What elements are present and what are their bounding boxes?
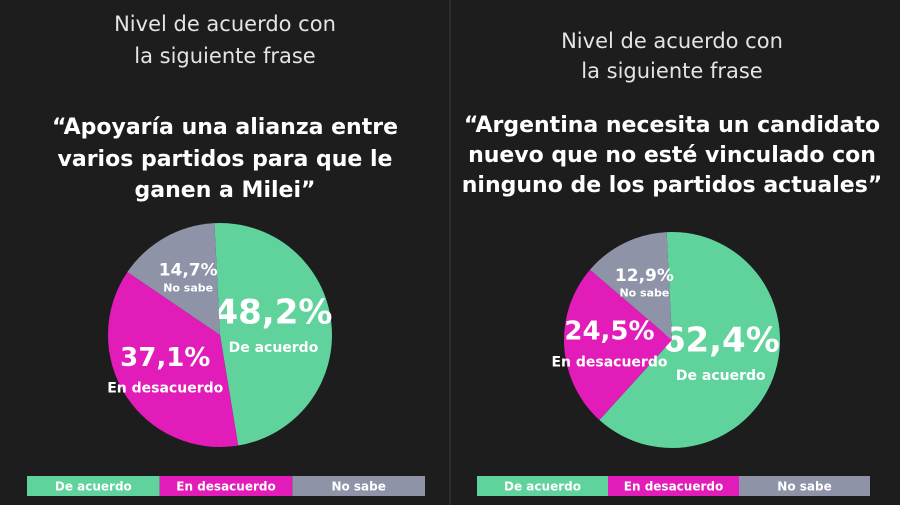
slice-label: De acuerdo [676, 368, 766, 384]
chart-title: Nivel de acuerdo con [561, 29, 783, 53]
chart-subtitle: ganen a Milei” [135, 178, 316, 203]
chart-title: la siguiente frase [581, 59, 762, 83]
pie-slice [214, 222, 333, 446]
chart-subtitle: nuevo que no esté vinculado con [468, 143, 876, 168]
value-label: 62,4% [662, 321, 780, 361]
chart-subtitle: ninguno de los partidos actuales” [462, 173, 883, 198]
legend-label: En desacuerdo [624, 480, 723, 494]
legend-label: En desacuerdo [176, 480, 275, 494]
chart-subtitle: “Apoyaría una alianza entre [52, 115, 398, 140]
slice-label: No sabe [163, 281, 213, 294]
value-label: 12,9% [615, 266, 674, 286]
pie-slice [599, 232, 781, 449]
value-label: 24,5% [564, 317, 654, 347]
legend-swatch [739, 476, 870, 496]
chart-subtitle: varios partidos para que le [58, 147, 393, 172]
legend-swatch [608, 476, 739, 496]
slice-label: De acuerdo [229, 340, 319, 356]
value-label: 14,7% [159, 261, 218, 281]
chart-title: Nivel de acuerdo con [114, 12, 336, 36]
value-label: 37,1% [120, 343, 210, 373]
legend-label: No sabe [777, 480, 831, 494]
chart-title: la siguiente frase [134, 44, 315, 68]
legend-label: No sabe [331, 480, 385, 494]
pie-slice [107, 272, 239, 447]
slice-label: En desacuerdo [551, 355, 667, 371]
value-label: 48,2% [214, 292, 332, 332]
slice-label: En desacuerdo [107, 381, 223, 397]
legend-swatch [27, 476, 160, 496]
slice-label: No sabe [619, 287, 669, 300]
legend-label: De acuerdo [504, 480, 581, 494]
legend-label: De acuerdo [55, 480, 132, 494]
pie-slice [564, 269, 672, 420]
legend-swatch [292, 476, 425, 496]
legend-swatch [477, 476, 608, 496]
chart-subtitle: “Argentina necesita un candidato [464, 113, 880, 138]
pie-slice [127, 223, 220, 335]
legend-swatch [159, 476, 293, 496]
pie-slice [590, 232, 672, 340]
